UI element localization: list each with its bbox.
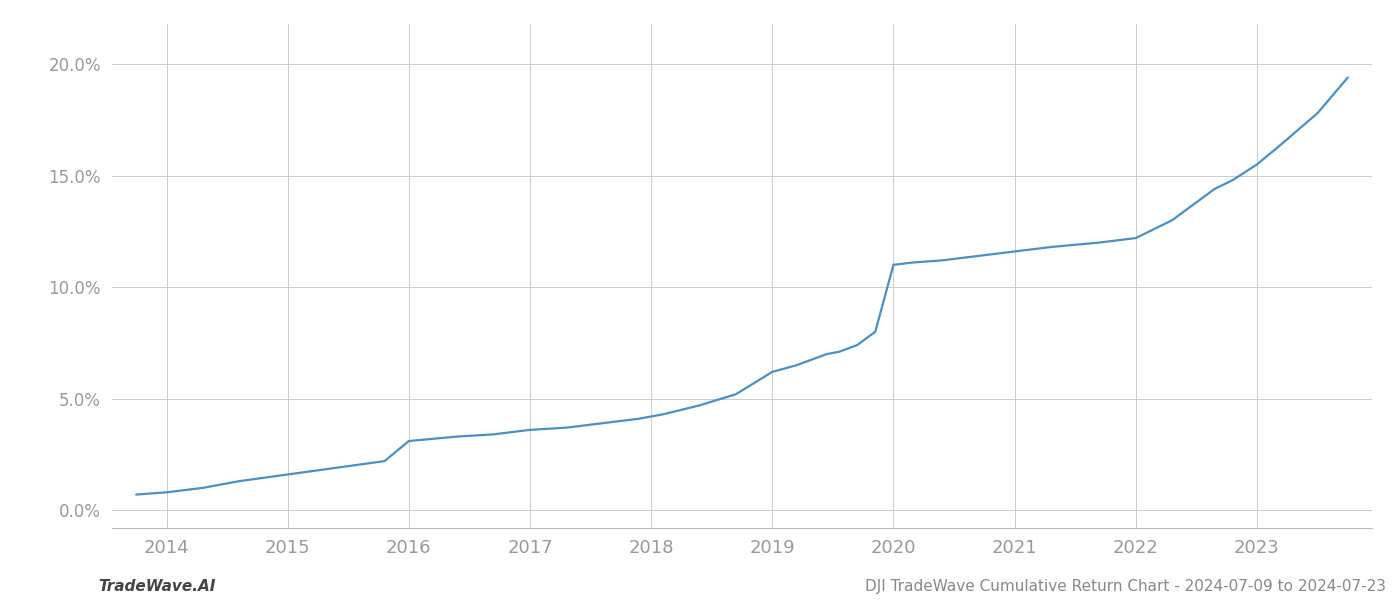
Text: DJI TradeWave Cumulative Return Chart - 2024-07-09 to 2024-07-23: DJI TradeWave Cumulative Return Chart - … bbox=[865, 579, 1386, 594]
Text: TradeWave.AI: TradeWave.AI bbox=[98, 579, 216, 594]
